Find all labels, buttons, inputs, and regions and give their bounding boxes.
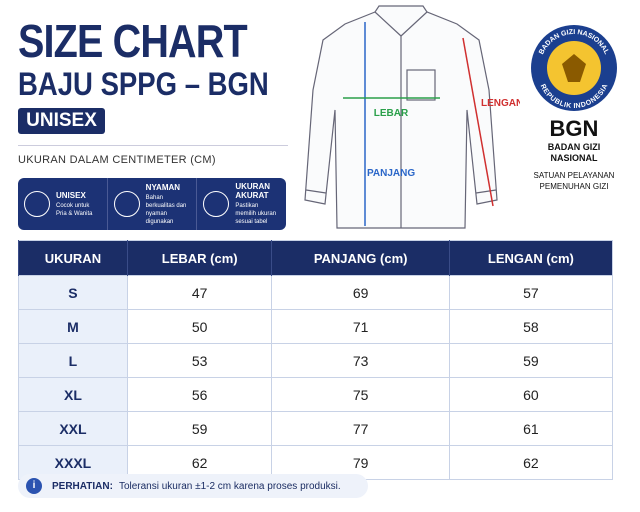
table-row: XL 56 75 60 (18, 377, 613, 412)
measurement: 75 (271, 377, 450, 412)
measurement: 69 (271, 275, 450, 310)
measurement: 73 (271, 343, 450, 378)
measurement: 62 (448, 445, 613, 480)
logo-name: BADAN GIZI (547, 142, 601, 152)
measurement: 50 (126, 309, 272, 344)
measurement: 58 (448, 309, 613, 344)
table-row: XXXL 62 79 62 (18, 445, 613, 480)
unit-note: UKURAN DALAM CENTIMETER (CM) (18, 154, 216, 166)
logo-acronym: BGN (549, 116, 599, 141)
feature-description: Cocok untuk Pria & Wanita (56, 202, 93, 217)
sleeve-label: LENGAN (481, 98, 520, 109)
measurement: 61 (448, 411, 613, 446)
table-row: XXL 59 77 61 (18, 411, 613, 446)
column-header: LEBAR (cm) (126, 240, 272, 276)
size: S (18, 275, 128, 310)
measurement: 56 (126, 377, 272, 412)
logo-name: NASIONAL (550, 153, 598, 163)
feature: UNISEX Cocok untuk Pria & Wanita (18, 178, 107, 230)
measurement: 47 (126, 275, 272, 310)
column-header: LENGAN (cm) (448, 240, 613, 276)
notice-label: PERHATIAN: (52, 480, 113, 492)
feature-icon (203, 191, 230, 217)
notice-text: Toleransi ukuran ±1-2 cm karena proses p… (118, 480, 341, 492)
header-row: UKURAN LEBAR (cm) PANJANG (cm) LENGAN (cm) (18, 240, 613, 276)
column-header: UKURAN (18, 240, 128, 276)
feature-title: UKURAN AKURAT (235, 182, 271, 200)
column-header: PANJANG (cm) (271, 240, 450, 276)
measurement: 59 (448, 343, 613, 378)
feature: NYAMAN Bahan berkualitas dan nyaman digun… (106, 178, 197, 230)
measurement: 71 (271, 309, 450, 344)
badge: UNISEX (18, 108, 105, 134)
feature-title: UNISEX (56, 190, 86, 200)
measurement: 59 (126, 411, 272, 446)
table-row: L 53 73 59 (18, 343, 613, 378)
measurement: 77 (271, 411, 450, 446)
measurement: 62 (126, 445, 272, 480)
feature-text: UNISEX Cocok untuk Pria & Wanita (56, 191, 101, 218)
subtitle: BAJU SPPG – BGN (18, 66, 269, 102)
feature-description: Bahan berkualitas dan nyaman digunakan (145, 194, 187, 225)
table-row: M 50 71 58 (18, 309, 613, 344)
logo-unit: PEMENUHAN GIZI (539, 182, 609, 191)
title: SIZE CHART (18, 15, 248, 67)
size: XXL (18, 411, 128, 446)
size: XL (18, 377, 128, 412)
logo: BADAN GIZI NASIONAL REPUBLIK INDONESIA (531, 25, 617, 111)
size: L (18, 343, 128, 378)
info-icon: i (26, 478, 42, 494)
size-table: UKURAN LEBAR (cm) PANJANG (cm) LENGAN (cm) S… (18, 240, 613, 480)
notice: i PERHATIAN: Toleransi ukuran ±1-2 cm kare… (18, 474, 368, 498)
size: XXXL (18, 445, 128, 480)
length-label: PANJANG (367, 168, 415, 179)
feature-icon (24, 191, 50, 217)
logo-unit: SATUAN PELAYANAN (533, 171, 615, 180)
divider (18, 145, 288, 146)
measurement: 57 (448, 275, 613, 310)
feature-description: Pastikan memilih ukuran sesuai tabel (235, 203, 277, 225)
table-row: S 47 69 57 (18, 275, 613, 310)
measurement: 79 (271, 445, 450, 480)
width-label: LEBAR (374, 108, 409, 119)
feature-text: UKURAN AKURAT Pastikan memilih ukuran ses… (235, 182, 280, 226)
shirt-diagram: LEBAR PANJANG LENGAN (304, 5, 520, 229)
measurement: 53 (126, 343, 272, 378)
feature-title: NYAMAN (145, 182, 181, 192)
feature-text: NYAMAN Bahan berkualitas dan nyaman digun… (146, 183, 191, 226)
feature: UKURAN AKURAT Pastikan memilih ukuran ses… (196, 178, 286, 230)
size: M (18, 309, 128, 344)
feature-icon (113, 191, 140, 217)
features: UNISEX Cocok untuk Pria & Wanita NYAMAN Bah… (18, 178, 286, 230)
measurement: 60 (448, 377, 613, 412)
